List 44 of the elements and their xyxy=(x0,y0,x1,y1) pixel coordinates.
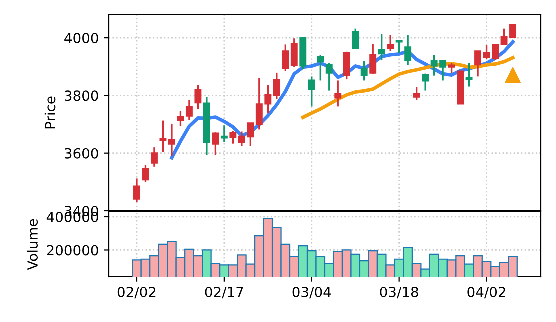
candlestick xyxy=(448,62,456,74)
x-tick-label: 04/02 xyxy=(468,286,506,299)
x-tick-label: 02/02 xyxy=(118,286,156,299)
candlestick xyxy=(220,124,228,144)
candlestick xyxy=(317,54,324,82)
y-axis-title: Price xyxy=(44,96,56,129)
candlestick xyxy=(326,62,333,92)
candlestick xyxy=(290,38,298,68)
candlestick xyxy=(378,33,386,62)
candlestick xyxy=(282,44,290,72)
candlestick xyxy=(273,72,280,100)
y-tick-label: 4000 xyxy=(64,33,98,44)
candlestick xyxy=(422,72,430,92)
candlestick xyxy=(387,34,394,52)
candlestick xyxy=(510,24,516,38)
candlestick xyxy=(396,40,403,54)
candlestick xyxy=(212,132,220,156)
candlestick xyxy=(466,62,473,88)
candlestick xyxy=(160,120,167,154)
candlestick xyxy=(334,80,342,108)
candlestick xyxy=(370,44,377,75)
candlestick xyxy=(230,130,237,145)
y-axis-title: Volume xyxy=(27,219,38,270)
candlestick xyxy=(474,50,482,78)
x-tick-label: 02/17 xyxy=(205,286,244,299)
x-tick-label: 03/04 xyxy=(292,286,332,299)
candlestick xyxy=(500,28,508,46)
candlestick xyxy=(343,51,350,80)
candlestick xyxy=(168,123,176,158)
candlestick xyxy=(134,178,140,203)
candlestick xyxy=(194,84,202,110)
candlestick xyxy=(360,60,368,82)
candlestick xyxy=(150,146,158,168)
candlestick xyxy=(404,34,412,66)
candlestick xyxy=(186,99,193,122)
candlestick xyxy=(308,76,316,108)
y-tick-label: 3600 xyxy=(64,148,98,159)
x-tick-label: 03/18 xyxy=(380,286,418,299)
candlestick xyxy=(142,164,150,184)
candlestick xyxy=(413,86,420,101)
y-tick-label: 200000 xyxy=(47,245,98,256)
candlestick xyxy=(352,28,360,50)
y-tick-label: 3800 xyxy=(64,90,98,102)
candlestick xyxy=(177,110,184,128)
